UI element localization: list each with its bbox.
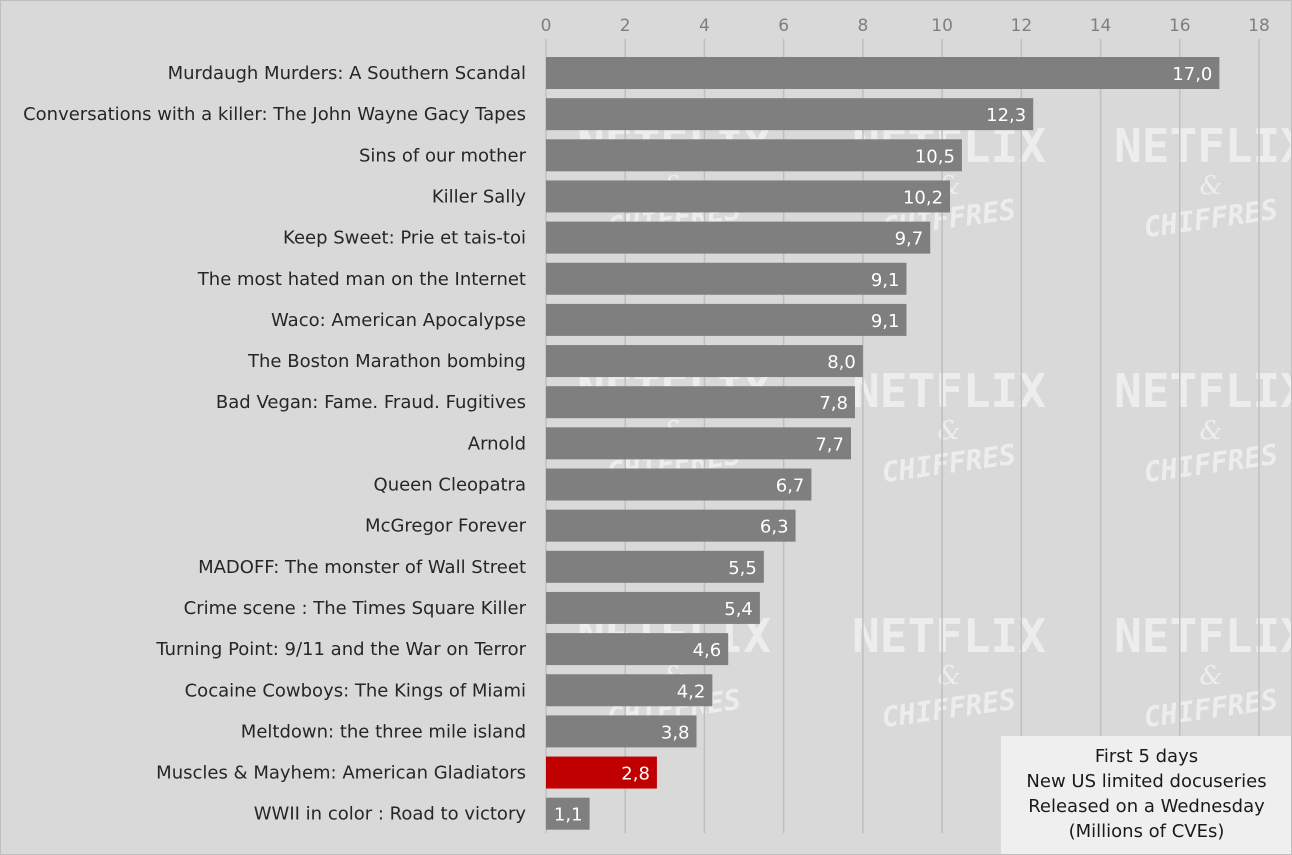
value-label: 10,2 [903,187,943,208]
category-label: Crime scene : The Times Square Killer [184,598,527,619]
bar [546,591,760,624]
category-label: McGregor Forever [365,516,527,537]
value-label: 5,5 [728,558,757,579]
category-label: Arnold [468,433,526,454]
value-label: 9,7 [895,229,924,250]
category-label: Killer Sally [432,186,526,207]
watermark-ampersand: & [1199,416,1222,446]
category-label: The Boston Marathon bombing [247,351,526,372]
category-label: Keep Sweet: Prie et tais-toi [283,228,526,249]
x-tick-label: 12 [1011,16,1033,36]
value-label: 17,0 [1172,64,1212,85]
bar [546,633,729,666]
x-axis-tick-labels: 0 2 4 6 8 10 12 14 16 18 [541,16,1270,36]
x-tick-label: 6 [778,16,789,36]
bar [546,303,907,336]
category-label: Bad Vegan: Fame. Fraud. Fugitives [216,392,526,413]
bar [546,674,713,707]
value-label: 9,1 [871,311,900,332]
legend-line-release: Released on a Wednesday [1028,796,1265,817]
x-tick-label: 2 [620,16,631,36]
value-label: 1,1 [554,805,583,826]
value-label: 5,4 [724,599,753,620]
category-label: Sins of our mother [359,145,527,166]
watermark-ampersand: & [1199,171,1222,201]
x-tick-label: 4 [699,16,710,36]
bar [546,221,931,254]
watermark-logo: NETFLIX&CHIFFRES [1114,609,1292,734]
bar [546,139,962,172]
bars [546,57,1220,830]
bar [546,262,907,295]
x-tick-label: 16 [1169,16,1191,36]
value-label: 9,1 [871,270,900,291]
x-tick-label: 14 [1090,16,1112,36]
x-tick-label: 0 [541,16,552,36]
category-label: Turning Point: 9/11 and the War on Terro… [155,639,526,660]
watermark-title: NETFLIX [1114,609,1292,663]
watermark-logo: NETFLIX&CHIFFRES [1114,119,1292,244]
value-label: 12,3 [986,105,1026,126]
value-label: 7,7 [815,434,844,455]
watermark-ampersand: & [937,416,960,446]
watermark-ampersand: & [1199,661,1222,691]
category-label: Cocaine Cowboys: The Kings of Miami [185,680,526,701]
bar [546,715,697,748]
watermark-title: NETFLIX [1114,364,1292,418]
legend-line-unit: (Millions of CVEs) [1068,821,1225,842]
legend-line-category: New US limited docuseries [1026,771,1267,792]
bar [546,386,855,419]
legend-line-period: First 5 days [1094,746,1199,767]
bar [546,550,764,583]
value-label: 6,3 [760,517,789,538]
watermark-logo: NETFLIX&CHIFFRES [852,364,1046,489]
value-label: 4,6 [693,640,722,661]
bar [546,180,951,213]
value-label: 10,5 [915,146,955,167]
watermark-logo: NETFLIX&CHIFFRES [852,609,1046,734]
value-label: 8,0 [827,352,856,373]
watermark-title: NETFLIX [852,609,1046,663]
value-label: 3,8 [661,722,690,743]
x-tick-label: 18 [1248,16,1270,36]
bar [546,98,1034,131]
watermark-ampersand: & [937,661,960,691]
bar [546,427,852,460]
category-label: Conversations with a killer: The John Wa… [23,104,526,125]
category-label: MADOFF: The monster of Wall Street [198,557,526,578]
value-label: 4,2 [677,681,706,702]
category-label: Meltdown: the three mile island [241,721,526,742]
bar [546,509,796,542]
highlighted-bar [546,756,657,789]
watermark-title: NETFLIX [1114,119,1292,173]
x-tick-label: 8 [857,16,868,36]
category-label: WWII in color : Road to victory [254,804,527,825]
category-label: The most hated man on the Internet [197,269,526,290]
value-labels: 17,0 12,3 10,5 10,2 9,7 9,1 9,1 8,0 7,8 7,7 6,7 6,3… [554,64,1212,826]
x-tick-label: 10 [931,16,953,36]
category-label: Waco: American Apocalypse [271,310,526,331]
bar [546,468,812,501]
watermark-title: NETFLIX [852,364,1046,418]
category-label: Murdaugh Murders: A Southern Scandal [168,63,526,84]
value-label: 6,7 [776,476,805,497]
category-label: Queen Cleopatra [374,475,526,496]
bar [546,345,863,378]
value-label: 7,8 [819,393,848,414]
bar [546,797,590,830]
bar [546,57,1220,89]
legend-box: First 5 days New US limited docuseries R… [1001,736,1291,854]
category-label: Muscles & Mayhem: American Gladiators [156,763,526,784]
category-labels: Murdaugh Murders: A Southern Scandal Conv… [23,63,526,825]
watermark-logo: NETFLIX&CHIFFRES [1114,364,1292,489]
value-label: 2,8 [621,764,650,785]
